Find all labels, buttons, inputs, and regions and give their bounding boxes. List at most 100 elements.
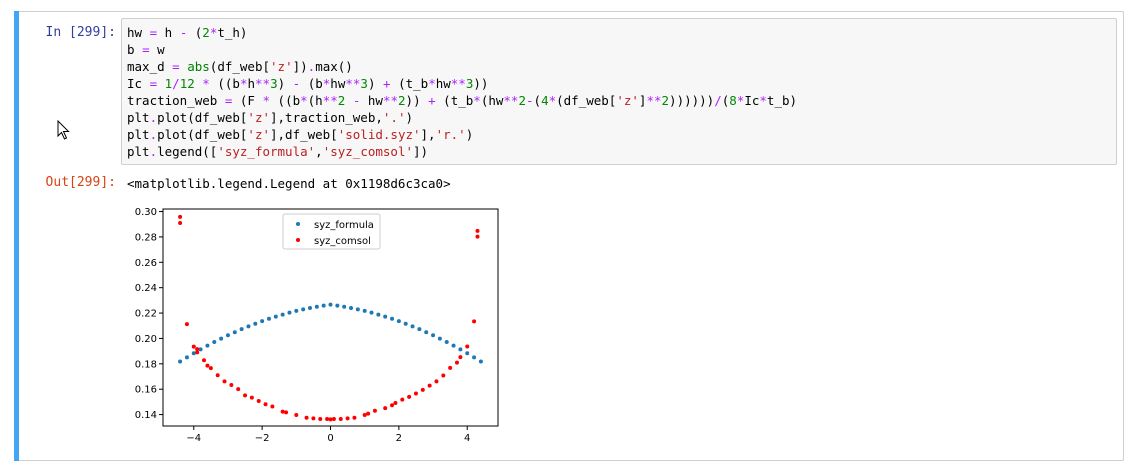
code-token: (t_b xyxy=(390,76,429,91)
code-token: max_d xyxy=(127,59,173,74)
code-token: 3 xyxy=(270,76,278,91)
data-point xyxy=(362,308,367,313)
code-token: ** xyxy=(450,76,466,91)
data-point xyxy=(441,373,446,378)
data-point xyxy=(195,347,200,352)
code-token: + xyxy=(428,93,436,108)
code-token: 'syz_comsol' xyxy=(322,144,414,159)
data-point xyxy=(458,347,463,352)
code-token: = xyxy=(142,42,150,57)
data-point xyxy=(396,319,401,324)
code-token: * xyxy=(759,93,767,108)
code-token: * xyxy=(209,25,218,40)
data-point xyxy=(212,339,217,344)
series-syz-comsol xyxy=(178,214,480,422)
code-token: ** xyxy=(322,93,338,108)
output-text: <matplotlib.legend.Legend at 0x1198d6c3c… xyxy=(127,176,451,191)
data-point xyxy=(243,393,248,398)
data-point xyxy=(202,358,207,363)
code-token: Ic xyxy=(127,76,150,91)
y-tick-label: 0.16 xyxy=(135,385,157,396)
code-token: ) xyxy=(367,76,384,91)
data-point xyxy=(369,310,374,315)
legend-label-syz-comsol: syz_comsol xyxy=(314,236,371,247)
code-token: 2 xyxy=(518,93,526,108)
code-text[interactable]: hw = h - (2*t_h) b = w max_d = abs(df_we… xyxy=(127,24,797,160)
code-token: hw xyxy=(127,25,150,40)
code-token: / xyxy=(172,76,180,91)
code-token: - xyxy=(292,76,301,91)
code-token: = xyxy=(172,59,180,74)
code-token: - xyxy=(352,93,361,108)
data-point xyxy=(215,373,220,378)
data-point xyxy=(249,395,254,400)
data-point xyxy=(413,391,418,396)
code-token: plt xyxy=(127,110,150,125)
code-token: * xyxy=(736,93,745,108)
data-point xyxy=(184,322,189,327)
code-token: hw xyxy=(330,76,346,91)
code-token: . xyxy=(307,59,316,74)
code-token: ** xyxy=(382,93,399,108)
data-point xyxy=(458,355,463,360)
data-point xyxy=(366,411,371,416)
code-token: * xyxy=(239,76,248,91)
data-point xyxy=(191,351,196,356)
data-point xyxy=(390,403,395,408)
code-token: ((b xyxy=(209,76,240,91)
code-token: ((b xyxy=(270,93,301,108)
data-point xyxy=(407,394,412,399)
code-token: plot(df_web[ xyxy=(157,110,248,125)
code-token: traction_web xyxy=(127,93,225,108)
legend-box xyxy=(282,213,381,250)
data-point xyxy=(222,379,227,384)
data-point xyxy=(352,415,357,420)
code-token: (F xyxy=(232,93,263,108)
code-token: ** xyxy=(345,76,361,91)
code-token: * xyxy=(262,93,271,108)
code-token: ) xyxy=(465,127,474,142)
x-tick-label: 2 xyxy=(396,433,402,444)
data-point xyxy=(280,312,285,317)
data-point xyxy=(198,347,203,352)
code-token: 2 xyxy=(202,25,210,40)
code-token: ]) xyxy=(413,144,429,159)
code-token: - xyxy=(526,93,534,108)
data-point xyxy=(345,416,350,421)
cell-selection-bar xyxy=(14,11,19,461)
code-token: ],traction_web, xyxy=(270,110,383,125)
data-point xyxy=(444,339,449,344)
legend-marker-syz-formula xyxy=(296,222,300,226)
code-token: (df_web[ xyxy=(556,93,617,108)
series-syz-formula xyxy=(178,302,483,364)
code-token: ** xyxy=(255,76,271,91)
code-token: plt xyxy=(127,127,150,142)
data-point xyxy=(314,304,319,309)
code-editor[interactable] xyxy=(121,18,1117,165)
code-token: 'syz_formula' xyxy=(217,144,316,159)
code-token: w xyxy=(149,42,165,57)
code-token: 2 xyxy=(661,93,670,108)
data-point xyxy=(383,406,388,411)
data-point xyxy=(294,308,299,313)
code-token: (h xyxy=(307,93,323,108)
data-point xyxy=(284,410,289,415)
data-point xyxy=(362,412,367,417)
code-token: )))))) xyxy=(669,93,715,108)
data-point xyxy=(475,228,480,233)
code-token: - xyxy=(179,25,188,40)
code-token: plot(df_web[ xyxy=(157,127,248,142)
data-point xyxy=(208,366,213,371)
data-point xyxy=(331,417,336,422)
input-prompt: In [299]: xyxy=(45,25,116,40)
code-token: * xyxy=(473,93,481,108)
code-token: 'r.' xyxy=(435,127,466,142)
data-point xyxy=(321,303,326,308)
data-point xyxy=(184,355,189,360)
y-tick-label: 0.18 xyxy=(135,359,157,370)
data-point xyxy=(294,412,299,417)
x-tick-label: −4 xyxy=(186,433,201,444)
data-point xyxy=(478,359,483,364)
code-token: ],df_web[ xyxy=(270,127,338,142)
code-token: ) xyxy=(277,76,293,91)
